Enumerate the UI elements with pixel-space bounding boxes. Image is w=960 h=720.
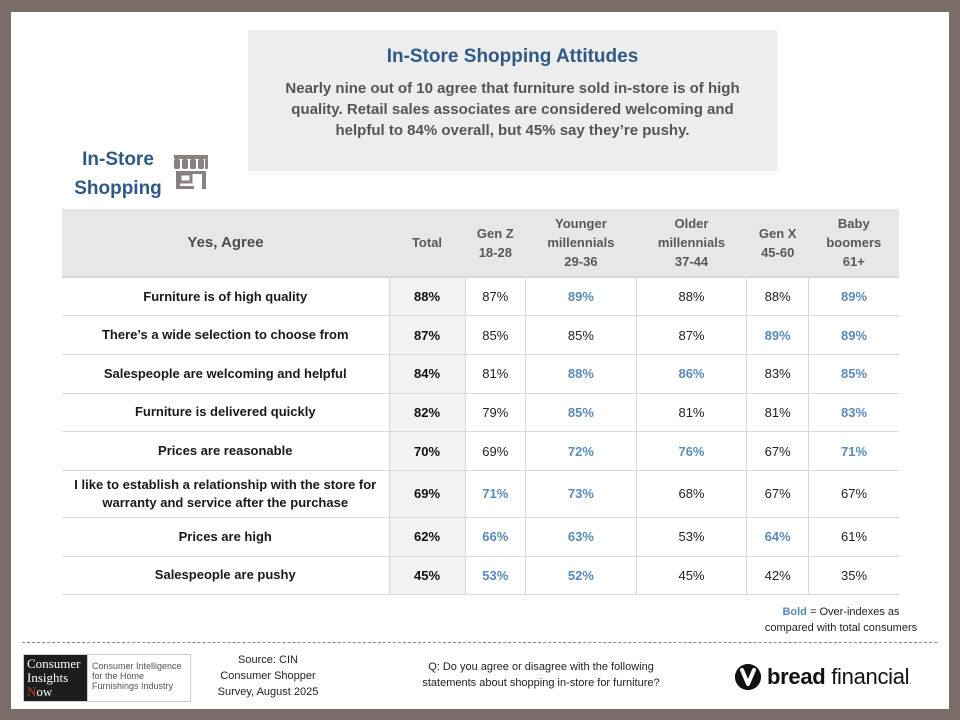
- value-cell: 53%: [636, 517, 748, 557]
- bread-financial-logo: bread financial.: [735, 664, 912, 690]
- value-cell: 52%: [525, 556, 637, 596]
- total-cell: 82%: [389, 393, 466, 433]
- survey-question: Q: Do you agree or disagree with the fol…: [422, 661, 660, 689]
- statement-cell: There’s a wide selection to choose from: [62, 315, 390, 355]
- value-cell: 85%: [465, 315, 527, 355]
- value-cell: 64%: [746, 517, 810, 557]
- table-row: Furniture is delivered quickly 82% 79% 85% 8…: [62, 393, 899, 433]
- value-cell: 83%: [808, 393, 899, 433]
- total-cell: 88%: [389, 277, 466, 317]
- value-cell: 85%: [525, 393, 637, 433]
- value-cell: 73%: [525, 470, 637, 518]
- value-cell: 89%: [808, 315, 899, 355]
- legend-text-line2: compared with total consumers: [764, 622, 918, 634]
- slide: In-Store Shopping Attitudes Nearly nine …: [11, 12, 949, 709]
- col-header-total: Total: [389, 209, 465, 278]
- value-cell: 88%: [525, 354, 637, 394]
- value-cell: 85%: [808, 354, 899, 394]
- value-cell: 76%: [636, 431, 748, 471]
- value-cell: 81%: [636, 393, 748, 433]
- value-cell: 63%: [525, 517, 637, 557]
- headline-subtitle: Nearly nine out of 10 agree that furnitu…: [285, 80, 740, 139]
- table-body: Furniture is of high quality 88% 87% 89% 88%…: [62, 277, 899, 596]
- total-cell: 87%: [389, 315, 466, 355]
- value-cell: 35%: [808, 556, 899, 596]
- col-header-genz: Gen Z 18-28: [465, 209, 526, 278]
- value-cell: 67%: [746, 470, 810, 518]
- value-cell: 66%: [465, 517, 527, 557]
- statement-cell: Furniture is of high quality: [62, 277, 390, 317]
- value-cell: 53%: [465, 556, 527, 596]
- headline-title: In-Store Shopping Attitudes: [386, 46, 639, 67]
- statement-cell: Salespeople are pushy: [62, 556, 390, 596]
- storefront-icon: [174, 155, 208, 189]
- total-cell: 69%: [389, 470, 466, 518]
- table-row: Prices are high 62% 66% 63% 53% 64% 61%: [62, 517, 899, 557]
- attitudes-table: Yes, Agree Total Gen Z 18-28 Younger mille…: [62, 209, 899, 596]
- statement-cell: Furniture is delivered quickly: [62, 393, 390, 433]
- table-row: There’s a wide selection to choose from 8…: [62, 315, 899, 355]
- value-cell: 68%: [636, 470, 748, 518]
- value-cell: 88%: [636, 277, 748, 317]
- cin-logo-tagline: Consumer Intelligence for the Home Furni…: [87, 655, 190, 701]
- cin-logo: Consumer Insights Now Consumer Intellige…: [23, 654, 191, 702]
- value-cell: 71%: [808, 431, 899, 471]
- section-label-line2: Shopping: [74, 178, 162, 199]
- value-cell: 83%: [746, 354, 810, 394]
- total-cell: 45%: [389, 556, 466, 596]
- section-label: In-Store Shopping: [63, 145, 173, 203]
- table-header-row: Yes, Agree Total Gen Z 18-28 Younger mille…: [62, 209, 899, 278]
- value-cell: 45%: [636, 556, 748, 596]
- value-cell: 61%: [808, 517, 899, 557]
- col-header-genx: Gen X 45-60: [746, 209, 809, 278]
- value-cell: 69%: [465, 431, 527, 471]
- value-cell: 87%: [636, 315, 748, 355]
- legend-bold-word: Bold: [782, 606, 807, 618]
- row-header: Yes, Agree: [62, 209, 389, 278]
- table-row: Prices are reasonable 70% 69% 72% 76% 67% 71%: [62, 431, 899, 471]
- statement-cell: Prices are high: [62, 517, 390, 557]
- statement-cell: Prices are reasonable: [62, 431, 390, 471]
- value-cell: 72%: [525, 431, 637, 471]
- value-cell: 89%: [525, 277, 637, 317]
- value-cell: 79%: [465, 393, 527, 433]
- bread-financial-wordmark: bread financial.: [767, 664, 912, 689]
- table-row: I like to establish a relationship with …: [62, 470, 899, 518]
- value-cell: 85%: [525, 315, 637, 355]
- source-note: Source: CIN Consumer Shopper Survey, Aug…: [217, 654, 319, 698]
- total-cell: 70%: [389, 431, 466, 471]
- statement-cell: I like to establish a relationship with …: [62, 470, 390, 518]
- value-cell: 89%: [746, 315, 810, 355]
- bread-financial-mark-icon: [735, 664, 761, 690]
- table-row: Furniture is of high quality 88% 87% 89% 88%…: [62, 277, 899, 317]
- value-cell: 87%: [465, 277, 527, 317]
- legend-note: Bold = Over-indexes as compared with tot…: [741, 604, 941, 636]
- value-cell: 67%: [808, 470, 899, 518]
- footer-divider: [22, 642, 937, 643]
- value-cell: 71%: [465, 470, 527, 518]
- col-header-younger-millennials: Younger millennials 29-36: [525, 209, 637, 278]
- headline-box: In-Store Shopping Attitudes Nearly nine …: [248, 30, 777, 171]
- table-row: Salespeople are welcoming and helpful 84%…: [62, 354, 899, 394]
- total-cell: 84%: [389, 354, 466, 394]
- value-cell: 67%: [746, 431, 810, 471]
- table-row: Salespeople are pushy 45% 53% 52% 45% 42% 35%: [62, 556, 899, 596]
- value-cell: 42%: [746, 556, 810, 596]
- col-header-older-millennials: Older millennials 37-44: [636, 209, 747, 278]
- value-cell: 89%: [808, 277, 899, 317]
- section-label-line1: In-Store: [82, 149, 154, 170]
- statement-cell: Salespeople are welcoming and helpful: [62, 354, 390, 394]
- total-cell: 62%: [389, 517, 466, 557]
- cin-logo-mark: Consumer Insights Now: [24, 655, 87, 701]
- value-cell: 81%: [746, 393, 810, 433]
- value-cell: 86%: [636, 354, 748, 394]
- legend-text-line1: = Over-indexes as: [806, 606, 900, 618]
- value-cell: 88%: [746, 277, 810, 317]
- col-header-baby-boomers: Baby boomers 61+: [808, 209, 899, 278]
- value-cell: 81%: [465, 354, 527, 394]
